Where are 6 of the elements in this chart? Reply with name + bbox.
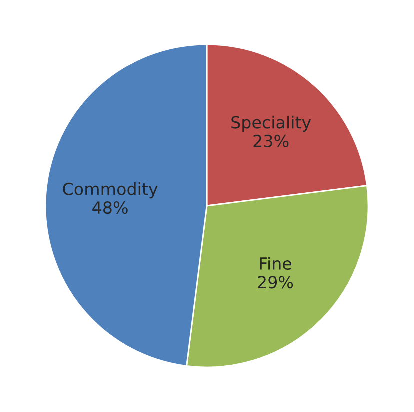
slice-label: Commodity [63, 182, 158, 199]
data-label: 23% [254, 134, 289, 148]
data-label: 48% [92, 201, 128, 214]
slice-label: Fine [260, 257, 292, 270]
slice-label: Speciality [232, 116, 312, 132]
data-label: 29% [258, 276, 294, 289]
